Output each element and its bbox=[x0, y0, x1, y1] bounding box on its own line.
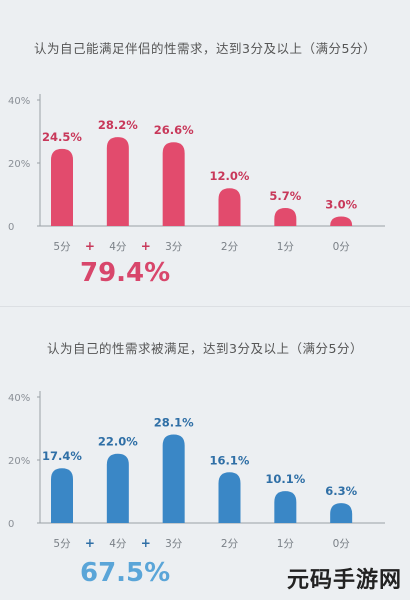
bar-chart: 40% 20% 0 17.4% 5分 +22.0% 4分 +28.1% 3分 16.1% 2分 10.… bbox=[8, 391, 385, 550]
plus-sign: + bbox=[141, 239, 151, 253]
x-tick-label: 4分 bbox=[109, 241, 127, 253]
watermark-logo: 元码手游网 bbox=[286, 568, 402, 593]
bar-chart: 40% 20% 0 24.5% 5分 +28.2% 4分 +26.6% 3分 12.0% 2分 5.7… bbox=[8, 94, 385, 253]
bar bbox=[51, 148, 73, 226]
data-label: 22.0% bbox=[98, 435, 138, 449]
plus-sign: + bbox=[141, 536, 151, 550]
divider bbox=[0, 306, 410, 307]
data-label: 24.5% bbox=[42, 130, 82, 144]
total-label: 79.4% bbox=[80, 258, 171, 288]
bar bbox=[218, 188, 241, 226]
y-tick-label: 40% bbox=[8, 393, 30, 404]
x-tick-label: 3分 bbox=[165, 538, 183, 550]
data-label: 17.4% bbox=[42, 449, 82, 463]
y-tick-label: 0 bbox=[8, 519, 14, 530]
data-label: 12.0% bbox=[210, 169, 250, 183]
x-tick-label: 0分 bbox=[333, 538, 351, 550]
bar bbox=[330, 503, 353, 523]
x-tick-label: 1分 bbox=[277, 241, 295, 253]
bar bbox=[51, 468, 73, 523]
x-tick-label: 2分 bbox=[221, 241, 239, 253]
x-tick-label: 5分 bbox=[53, 241, 71, 253]
x-tick-label: 4分 bbox=[109, 538, 127, 550]
data-label: 28.2% bbox=[98, 118, 138, 132]
chart-title: 认为自己的性需求被满足，达到3分及以上（满分5分） bbox=[47, 341, 363, 356]
x-tick-label: 0分 bbox=[333, 241, 351, 253]
total-label: 67.5% bbox=[80, 558, 171, 588]
data-label: 5.7% bbox=[269, 189, 301, 203]
chart-panel-bottom: 认为自己的性需求被满足，达到3分及以上（满分5分） 40% 20% 0 17.4% 5分… bbox=[0, 318, 410, 600]
y-tick-label: 0 bbox=[8, 222, 14, 233]
y-tick-label: 20% bbox=[8, 456, 30, 467]
bar bbox=[218, 472, 241, 523]
bar bbox=[162, 434, 185, 523]
data-label: 3.0% bbox=[325, 198, 357, 212]
plus-sign: + bbox=[85, 536, 95, 550]
data-label: 10.1% bbox=[265, 472, 305, 486]
bar bbox=[106, 453, 129, 523]
plus-sign: + bbox=[85, 239, 95, 253]
bar bbox=[106, 137, 129, 226]
x-tick-label: 1分 bbox=[277, 538, 295, 550]
x-tick-label: 2分 bbox=[221, 538, 239, 550]
y-tick-label: 40% bbox=[8, 96, 30, 107]
chart-title: 认为自己能满足伴侣的性需求，达到3分及以上（满分5分） bbox=[34, 41, 376, 56]
data-label: 26.6% bbox=[154, 123, 194, 137]
data-label: 16.1% bbox=[210, 453, 250, 467]
bar bbox=[330, 216, 353, 226]
bar bbox=[274, 208, 297, 226]
bar bbox=[162, 142, 185, 226]
x-tick-label: 5分 bbox=[53, 538, 71, 550]
data-label: 6.3% bbox=[325, 484, 357, 498]
y-tick-label: 20% bbox=[8, 159, 30, 170]
chart-panel-top: 认为自己能满足伴侣的性需求，达到3分及以上（满分5分） 40% 20% 0 24.5%… bbox=[0, 0, 410, 298]
x-tick-label: 3分 bbox=[165, 241, 183, 253]
data-label: 28.1% bbox=[154, 415, 194, 429]
bar bbox=[274, 491, 297, 523]
